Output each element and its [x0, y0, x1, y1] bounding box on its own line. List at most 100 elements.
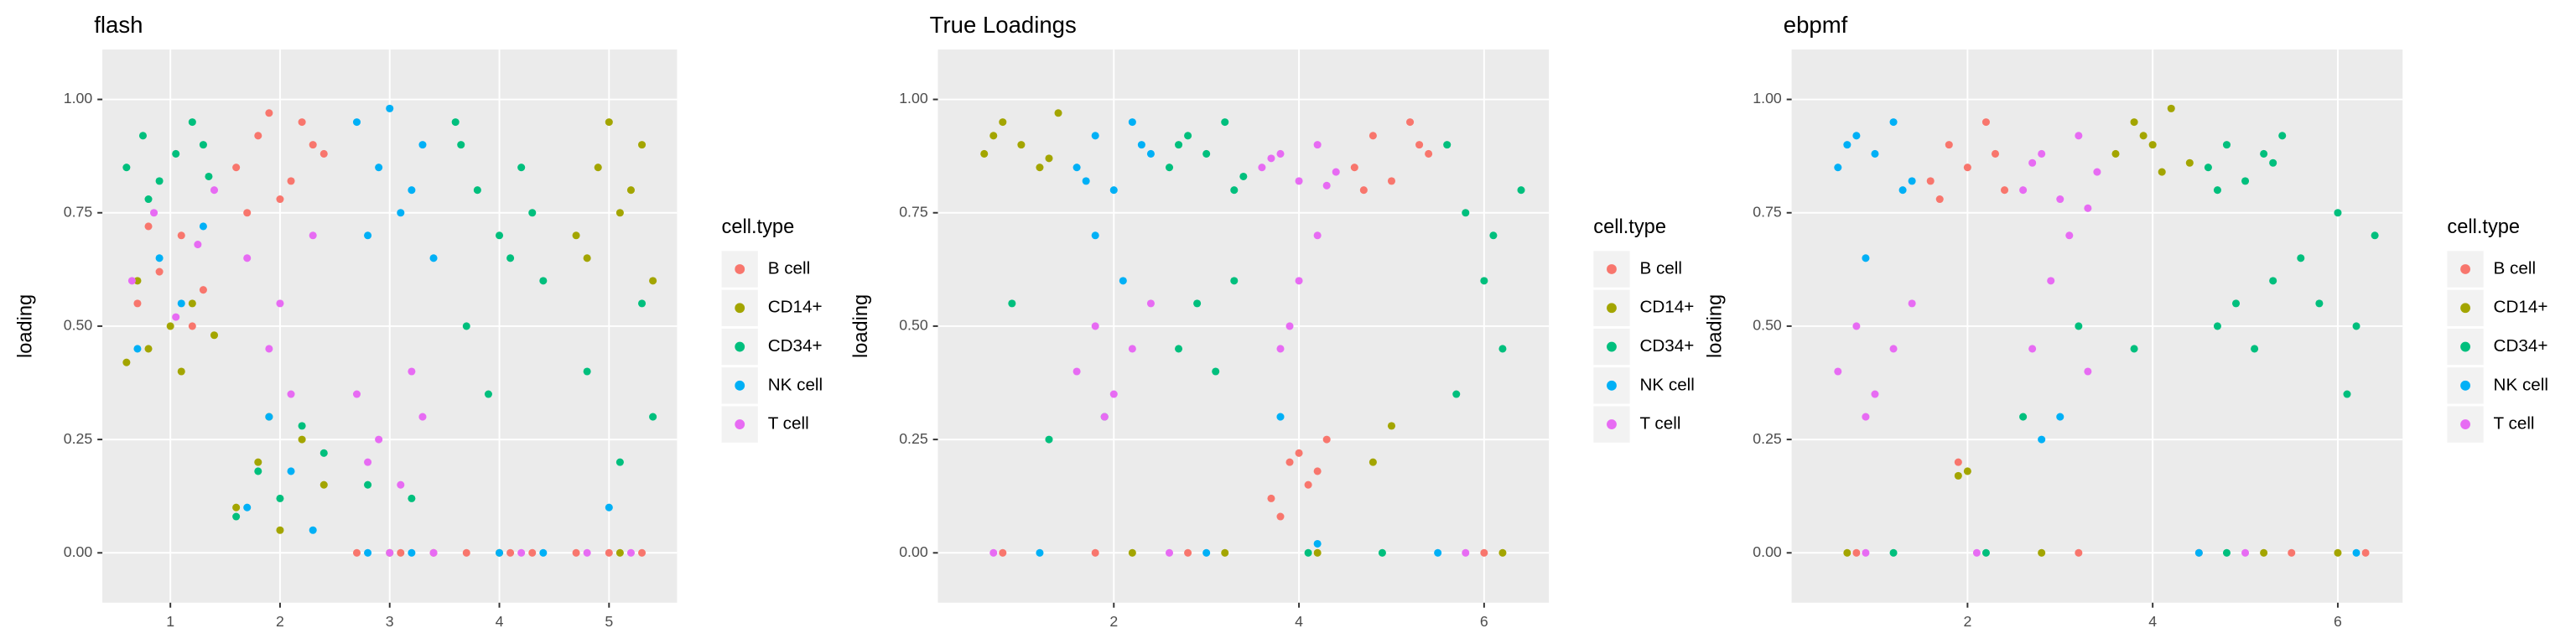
- point: [1489, 231, 1498, 240]
- point: [352, 548, 361, 557]
- point: [155, 177, 164, 185]
- legend-marker: [735, 264, 745, 274]
- point: [276, 494, 284, 502]
- point: [1091, 132, 1099, 140]
- point: [1072, 164, 1081, 172]
- point: [144, 345, 153, 353]
- point: [649, 277, 657, 285]
- point: [364, 548, 372, 557]
- point: [1295, 277, 1303, 285]
- point: [457, 141, 465, 149]
- point: [1954, 471, 1962, 480]
- legend-marker: [735, 303, 745, 314]
- legend-label: CD34+: [1639, 336, 1694, 356]
- point: [319, 480, 328, 489]
- point: [172, 149, 180, 158]
- point: [2075, 132, 2083, 140]
- point: [1871, 149, 1879, 158]
- legend-title: cell.type: [722, 216, 795, 238]
- point: [1834, 367, 1842, 376]
- point: [319, 149, 328, 158]
- point: [397, 209, 405, 217]
- x-tick-label: 2: [276, 613, 284, 630]
- point: [138, 132, 148, 140]
- point: [1202, 548, 1211, 557]
- point: [1036, 164, 1044, 172]
- point: [1350, 164, 1358, 172]
- point: [1267, 154, 1275, 163]
- point: [1322, 435, 1331, 444]
- point: [188, 118, 196, 127]
- x-tick-label: 4: [2148, 613, 2157, 630]
- point: [172, 313, 180, 321]
- point: [517, 164, 526, 172]
- point: [254, 467, 262, 475]
- point: [408, 367, 416, 376]
- point: [199, 286, 207, 294]
- point: [1462, 209, 1470, 217]
- point: [2241, 177, 2250, 185]
- point: [2065, 231, 2074, 240]
- x-tick-label: 3: [386, 613, 394, 630]
- point: [484, 390, 492, 398]
- point: [2315, 299, 2324, 308]
- point: [1017, 141, 1026, 149]
- point: [495, 548, 504, 557]
- point: [364, 480, 372, 489]
- point: [1221, 548, 1229, 557]
- point: [1834, 164, 1842, 172]
- point: [1498, 548, 1507, 557]
- point: [364, 458, 372, 466]
- point: [1109, 390, 1118, 398]
- point: [1045, 154, 1053, 163]
- point: [265, 109, 273, 117]
- point: [1480, 548, 1488, 557]
- point: [1146, 149, 1155, 158]
- point: [199, 141, 207, 149]
- point: [2158, 168, 2166, 176]
- point: [2260, 149, 2268, 158]
- point: [2130, 118, 2138, 127]
- chart-title: True Loadings: [930, 12, 1077, 38]
- point: [205, 172, 213, 181]
- point: [127, 277, 136, 285]
- point: [1452, 390, 1461, 398]
- point: [1276, 512, 1285, 521]
- point: [2000, 186, 2009, 195]
- point: [1889, 548, 1898, 557]
- point: [2297, 254, 2305, 262]
- y-tick-label: 0.00: [1753, 543, 1782, 560]
- point: [1963, 164, 1971, 172]
- point: [989, 548, 998, 557]
- point: [397, 548, 405, 557]
- point: [539, 548, 548, 557]
- point: [352, 118, 361, 127]
- point: [1239, 172, 1248, 181]
- x-tick-label: 6: [2334, 613, 2342, 630]
- point: [194, 241, 202, 249]
- point: [1091, 322, 1099, 330]
- point: [352, 390, 361, 398]
- point: [144, 195, 153, 204]
- y-tick-label: 1.00: [1753, 90, 1782, 106]
- point: [1359, 186, 1368, 195]
- point: [999, 548, 1007, 557]
- point: [1889, 118, 1898, 127]
- y-tick-label: 0.50: [1753, 317, 1782, 334]
- point: [254, 458, 262, 466]
- point: [1285, 458, 1294, 466]
- point: [572, 548, 580, 557]
- point: [408, 548, 416, 557]
- point: [2093, 168, 2101, 176]
- point: [2194, 548, 2203, 557]
- point: [2352, 322, 2360, 330]
- y-tick-label: 1.00: [64, 90, 93, 106]
- point: [155, 254, 164, 262]
- point: [473, 186, 481, 195]
- point: [418, 413, 427, 421]
- point: [177, 299, 185, 308]
- point: [375, 435, 383, 444]
- point: [386, 104, 394, 112]
- point: [243, 209, 252, 217]
- point: [133, 299, 142, 308]
